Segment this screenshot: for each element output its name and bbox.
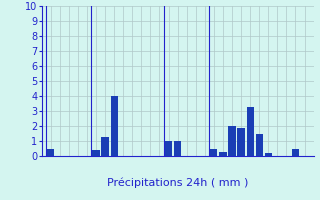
Bar <box>92 150 100 156</box>
Bar <box>246 106 254 156</box>
Bar <box>174 141 181 156</box>
Bar <box>228 126 236 156</box>
Bar <box>292 148 299 156</box>
Bar <box>219 152 227 156</box>
Text: Précipitations 24h ( mm ): Précipitations 24h ( mm ) <box>107 177 248 188</box>
Bar <box>265 153 272 156</box>
Bar <box>47 148 54 156</box>
Bar <box>110 96 118 156</box>
Bar <box>165 141 172 156</box>
Bar <box>210 148 218 156</box>
Bar <box>101 136 109 156</box>
Bar <box>237 128 245 156</box>
Bar <box>256 134 263 156</box>
